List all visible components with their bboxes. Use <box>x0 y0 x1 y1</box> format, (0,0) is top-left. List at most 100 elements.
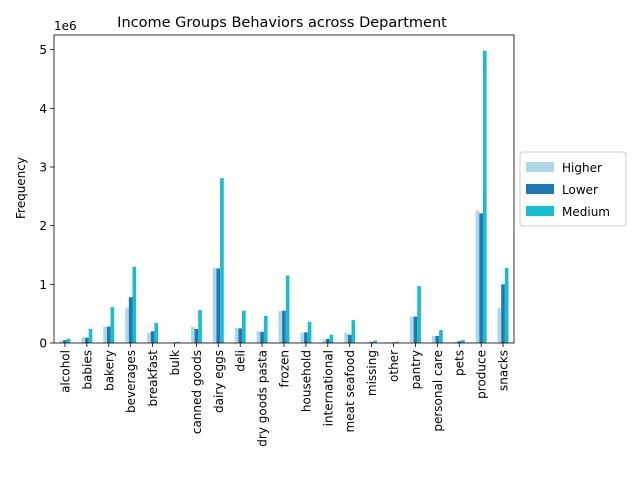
x-tick-label: alcohol <box>58 350 72 393</box>
bar-lower-produce <box>479 213 483 343</box>
legend-swatch-medium <box>526 206 554 216</box>
y-tick-label: 3 <box>39 161 47 175</box>
bar-medium-pets <box>461 340 465 343</box>
y-tick-label: 1 <box>39 278 47 292</box>
bar-medium-produce <box>482 50 487 344</box>
x-tick-label: snacks <box>497 350 511 391</box>
x-tick-label: other <box>387 350 401 382</box>
y-tick-label: 4 <box>39 102 47 116</box>
bar-lower-canned-goods <box>194 328 199 343</box>
bar-lower-frozen <box>282 310 286 343</box>
bar-lower-beverages <box>128 297 133 343</box>
x-tick-label: produce <box>475 350 489 399</box>
legend-label-lower: Lower <box>562 183 598 197</box>
plot-frame <box>53 34 515 344</box>
bar-medium-meat-seafood <box>351 320 356 343</box>
legend-swatch-higher <box>526 162 554 172</box>
bar-higher-frozen <box>278 310 283 343</box>
bar-medium-other <box>395 341 399 343</box>
x-tick-label: bulk <box>168 350 182 376</box>
bar-higher-babies <box>81 337 86 343</box>
x-tick-label: bakery <box>102 350 116 391</box>
bar-medium-missing <box>373 340 378 343</box>
bar-lower-breakfast <box>150 331 155 343</box>
bar-lower-pets <box>457 341 462 343</box>
y-tick-label: 5 <box>39 43 47 57</box>
bar-higher-produce <box>475 210 480 343</box>
bar-medium-deli <box>242 310 246 343</box>
bar-higher-dairy-eggs <box>212 267 217 343</box>
bar-higher-pantry <box>409 316 414 343</box>
bar-higher-breakfast <box>147 333 151 343</box>
x-tick-label: dairy eggs <box>212 350 226 413</box>
bar-lower-deli <box>238 328 243 343</box>
bar-lower-missing <box>369 341 374 343</box>
bar-higher-alcohol <box>59 340 64 343</box>
bar-higher-international <box>322 339 326 343</box>
x-tick-label: household <box>299 350 313 412</box>
bar-higher-personal-care <box>431 335 436 343</box>
legend-swatch-lower <box>526 184 554 194</box>
bar-lower-alcohol <box>63 340 67 343</box>
bar-medium-babies <box>88 328 93 343</box>
x-tick-label: personal care <box>431 350 445 432</box>
y-tick-label: 2 <box>39 219 47 233</box>
bar-medium-international <box>329 334 334 343</box>
bar-higher-pets <box>453 341 458 343</box>
bar-lower-dairy-eggs <box>216 268 221 343</box>
x-tick-label: canned goods <box>190 350 204 434</box>
bar-higher-dry-goods-pasta <box>256 331 261 343</box>
bar-lower-international <box>325 338 330 343</box>
chart-title: Income Groups Behaviors across Departmen… <box>117 15 447 31</box>
bar-medium-pantry <box>417 286 421 343</box>
bar-higher-canned-goods <box>190 327 195 343</box>
bar-lower-babies <box>85 337 89 343</box>
x-tick-label: meat seafood <box>343 350 357 432</box>
bar-medium-alcohol <box>66 338 71 343</box>
x-tick-label: breakfast <box>146 350 160 407</box>
bar-medium-breakfast <box>154 323 159 343</box>
bar-medium-canned-goods <box>198 310 202 343</box>
x-tick-label: deli <box>234 350 248 372</box>
bar-lower-meat-seafood <box>347 334 352 343</box>
bar-medium-dry-goods-pasta <box>263 316 268 343</box>
bar-medium-bakery <box>110 307 115 343</box>
legend: Higher Lower Medium <box>519 151 627 227</box>
bar-lower-pantry <box>413 316 418 343</box>
bar-higher-household <box>300 332 305 343</box>
legend-label-medium: Medium <box>562 205 610 219</box>
x-tick-label: pets <box>453 350 467 376</box>
bar-lower-snacks <box>501 284 505 343</box>
x-tick-label: beverages <box>124 350 138 413</box>
y-axis-label: Frequency <box>14 157 28 219</box>
bar-higher-bakery <box>103 326 107 343</box>
bar-medium-beverages <box>132 266 137 343</box>
bar-lower-personal-care <box>435 335 440 343</box>
y-tick-label: 0 <box>39 337 47 351</box>
bar-higher-snacks <box>497 307 502 343</box>
bar-higher-deli <box>234 327 239 343</box>
bar-medium-bulk <box>176 341 180 343</box>
bar-medium-snacks <box>504 267 509 343</box>
x-tick-label: international <box>321 350 335 426</box>
x-tick-label: frozen <box>278 350 292 388</box>
bar-medium-dairy-eggs <box>220 178 224 343</box>
bar-higher-beverages <box>125 307 129 343</box>
x-tick-label: pantry <box>409 350 423 389</box>
bar-lower-dry-goods-pasta <box>260 331 264 343</box>
x-tick-label: dry goods pasta <box>256 350 270 447</box>
x-tick-label: babies <box>80 350 94 390</box>
bar-higher-meat-seafood <box>344 333 348 343</box>
bar-lower-household <box>304 332 308 343</box>
x-tick-label: missing <box>365 350 379 396</box>
y-offset-text: 1e6 <box>54 19 77 33</box>
bar-higher-missing <box>366 341 370 343</box>
bar-lower-bakery <box>106 326 111 343</box>
bar-medium-frozen <box>285 275 290 343</box>
bar-medium-personal-care <box>439 330 443 343</box>
legend-label-higher: Higher <box>562 161 602 175</box>
bar-medium-household <box>307 321 312 343</box>
plot-area: 0 1 2 3 4 5 alcohol babies bakery beverages breakf… <box>39 34 515 447</box>
